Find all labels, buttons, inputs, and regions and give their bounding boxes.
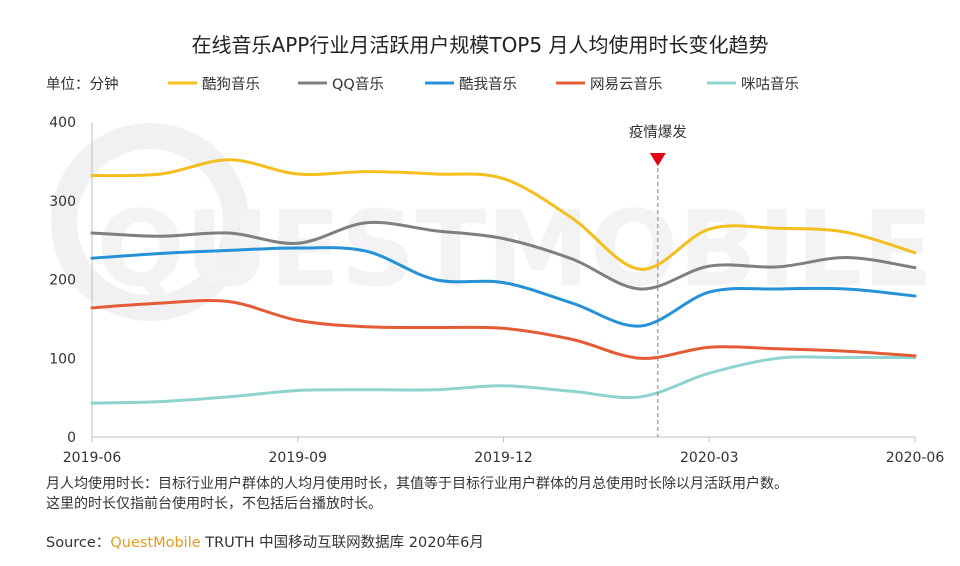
y-tick-label: 200	[49, 273, 76, 289]
series-line	[90, 298, 917, 360]
legend-label: QQ音乐	[332, 76, 384, 93]
series-line	[90, 158, 917, 271]
y-tick-label: 400	[49, 115, 76, 131]
watermark-ring	[51, 123, 249, 321]
x-tick-label: 2020-06	[886, 450, 945, 466]
source-line: Source：QuestMobile TRUTH 中国移动互联网数据库 2020…	[46, 531, 484, 552]
legend: 酷狗音乐 QQ音乐 酷我音乐 网易云音乐 咪咕音乐	[168, 76, 799, 93]
note-line-1: 月人均使用时长：目标行业用户群体的人均月使用时长，其值等于目标行业用户群体的月总…	[46, 476, 788, 492]
legend-label: 酷狗音乐	[202, 76, 260, 93]
x-tick-label: 2019-09	[269, 450, 328, 466]
watermark-text: QUESTMOBILE	[97, 188, 934, 310]
series-line	[90, 220, 917, 291]
source-label: Source：	[46, 535, 111, 551]
legend-item: 网易云音乐	[556, 76, 663, 93]
x-tick-label: 2019-12	[474, 450, 533, 466]
annotation: 疫情爆发	[629, 124, 687, 437]
legend-item: QQ音乐	[298, 76, 384, 93]
series-line	[90, 246, 917, 328]
annotation-label: 疫情爆发	[629, 124, 687, 141]
unit-label: 单位：分钟	[46, 76, 119, 93]
legend-item: 咪咕音乐	[707, 76, 799, 93]
note-line-2: 这里的时长仅指前台使用时长，不包括后台播放时长。	[46, 496, 382, 512]
legend-label: 酷我音乐	[459, 76, 517, 93]
series-line	[90, 355, 917, 405]
y-tick-label: 100	[49, 351, 76, 367]
legend-label: 咪咕音乐	[741, 76, 799, 93]
legend-item: 酷我音乐	[425, 76, 517, 93]
y-tick-label: 300	[49, 194, 76, 210]
x-tick-label: 2020-03	[680, 450, 739, 466]
y-tick-label: 0	[67, 430, 76, 446]
legend-item: 酷狗音乐	[168, 76, 260, 93]
series-lines	[90, 158, 917, 405]
chart-title: 在线音乐APP行业月活跃用户规模TOP5 月人均使用时长变化趋势	[192, 33, 769, 57]
legend-label: 网易云音乐	[590, 76, 663, 93]
x-tick-label: 2019-06	[63, 450, 122, 466]
annotation-marker	[649, 153, 666, 166]
watermark: QUESTMOBILE	[51, 123, 934, 321]
source-rest: TRUTH 中国移动互联网数据库 2020年6月	[200, 535, 484, 551]
source-brand: QuestMobile	[110, 535, 201, 551]
axes: 0 100 200 300 400 2019-06 2019-09 2019-12 2020-0…	[49, 115, 944, 466]
